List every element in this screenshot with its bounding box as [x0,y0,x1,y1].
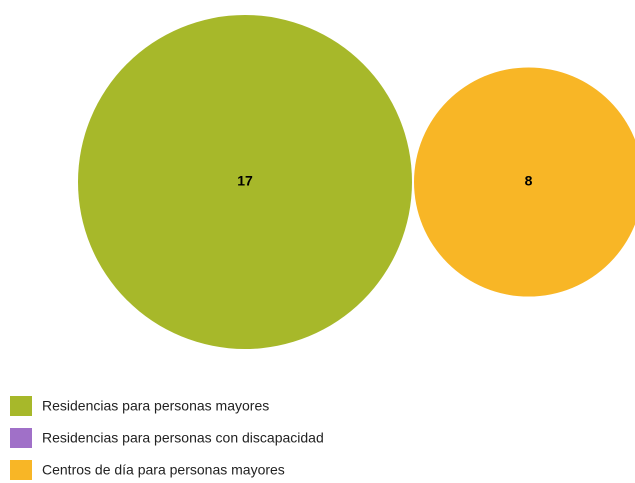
legend-swatch [10,460,32,480]
legend-swatch [10,428,32,448]
data-label: 17 [237,173,253,189]
legend-label: Residencias para personas mayores [42,398,269,414]
bubble [78,15,412,349]
legend-label: Centros de día para personas mayores [42,462,285,478]
legend-swatch [10,396,32,416]
data-label: 8 [525,173,533,189]
bubble [414,67,635,297]
legend-label: Residencias para personas con discapacid… [42,430,324,446]
